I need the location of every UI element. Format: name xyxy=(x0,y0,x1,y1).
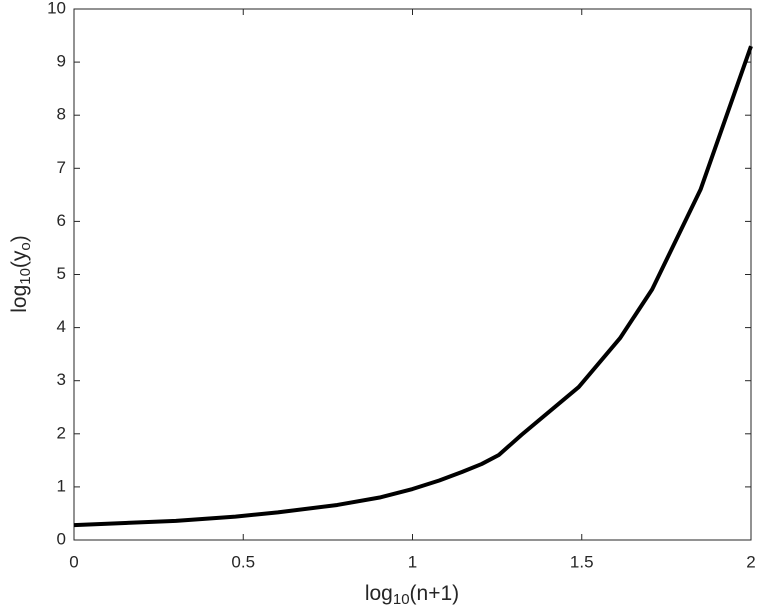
y-label-sub: 10 xyxy=(17,268,34,285)
y-label-part: (y xyxy=(8,250,31,268)
y-tick-label: 1 xyxy=(57,476,66,495)
y-tick-label: 5 xyxy=(57,264,66,283)
y-axis-label: log10(yo) xyxy=(8,235,34,313)
x-tick-label: 1.5 xyxy=(570,552,594,571)
x-tick-label: 0.5 xyxy=(231,552,255,571)
y-label-part: log xyxy=(8,285,31,313)
data-line xyxy=(73,45,753,528)
x-label-part: log xyxy=(365,582,393,605)
y-tick-label: 10 xyxy=(47,0,66,17)
y-label-sub: o xyxy=(17,242,34,250)
y-tick-label: 3 xyxy=(57,370,66,389)
x-tick-label: 0 xyxy=(69,552,78,571)
x-tick-label: 2 xyxy=(746,552,755,571)
x-tick-label: 1 xyxy=(408,552,417,571)
y-label-part: ) xyxy=(8,235,31,242)
x-axis-label: log10(n+1) xyxy=(365,582,459,608)
y-tick-label: 6 xyxy=(57,211,66,230)
y-tick-label: 2 xyxy=(57,423,66,442)
y-tick-label: 7 xyxy=(57,158,66,177)
y-tick-label: 9 xyxy=(57,52,66,71)
x-label-sub: 10 xyxy=(393,591,410,608)
plot-frame xyxy=(73,8,752,541)
x-label-part: (n+1) xyxy=(410,582,460,605)
y-tick-label: 0 xyxy=(57,529,66,548)
y-tick-label: 8 xyxy=(57,105,66,124)
y-tick-label: 4 xyxy=(57,317,66,336)
